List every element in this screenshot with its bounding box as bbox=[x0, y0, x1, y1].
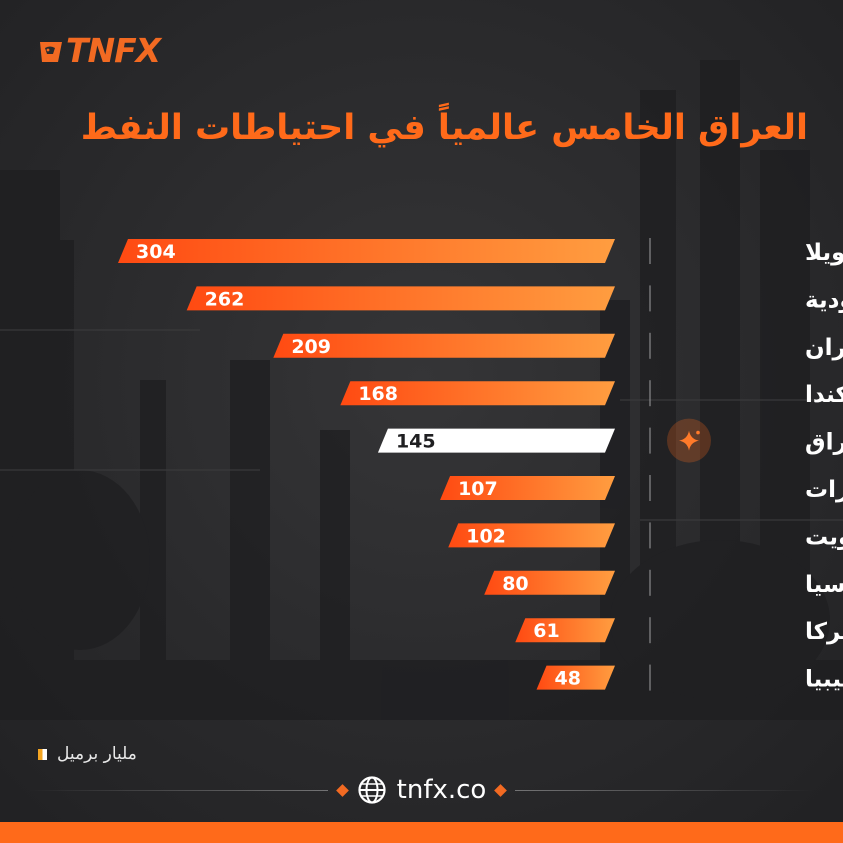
bar-value-label: 102 bbox=[466, 525, 506, 547]
category-label: كندا bbox=[805, 382, 843, 408]
bar bbox=[340, 381, 615, 406]
category-label: السعودية bbox=[805, 287, 843, 313]
bar bbox=[186, 286, 615, 311]
bar-value-label: 61 bbox=[533, 620, 559, 642]
page-title: العراق الخامس عالمياً في احتياطات النفط bbox=[80, 108, 808, 148]
bar bbox=[515, 618, 615, 643]
brand-logo: TNFX bbox=[38, 31, 161, 70]
bar bbox=[448, 523, 615, 548]
bottom-accent-bar bbox=[0, 822, 843, 843]
category-label: الإمارات bbox=[805, 477, 843, 503]
bull-logo-icon bbox=[40, 41, 62, 62]
divider-line-left bbox=[27, 789, 328, 791]
diamond-icon bbox=[335, 783, 349, 797]
category-label: روسيا bbox=[805, 572, 843, 598]
logo-text: TNFX bbox=[66, 31, 161, 70]
sparkle-icon bbox=[679, 430, 699, 451]
bar-value-label: 209 bbox=[291, 336, 331, 358]
bar bbox=[118, 239, 615, 263]
bar bbox=[536, 665, 615, 690]
divider-line-right bbox=[515, 789, 816, 791]
unit-swatch bbox=[38, 748, 47, 760]
sparkle-dot bbox=[696, 430, 700, 435]
globe-icon bbox=[358, 776, 386, 804]
bar bbox=[484, 570, 615, 595]
category-label: ليبيا bbox=[805, 667, 843, 693]
category-label: أميركا bbox=[805, 615, 843, 645]
category-label: فنزويلا bbox=[805, 240, 843, 266]
bar-value-label: 168 bbox=[358, 383, 398, 405]
unit-label: مليار برميل bbox=[57, 744, 137, 764]
bar bbox=[273, 333, 615, 358]
bar-value-label: 145 bbox=[396, 431, 436, 453]
category-label: العراق bbox=[805, 430, 843, 456]
unit-legend: مليار برميل bbox=[38, 744, 137, 764]
bar bbox=[440, 476, 615, 500]
bar-value-label: 107 bbox=[458, 478, 498, 500]
bar bbox=[377, 428, 615, 453]
website-footer: tnfx.co bbox=[0, 770, 843, 810]
category-label: الكويت bbox=[805, 524, 843, 550]
bar-value-label: 262 bbox=[205, 288, 245, 310]
website-link[interactable]: tnfx.co bbox=[396, 775, 487, 805]
diamond-icon bbox=[494, 783, 508, 797]
category-label: إيران bbox=[805, 335, 843, 361]
bar-value-label: 304 bbox=[136, 241, 176, 263]
bar-value-label: 48 bbox=[555, 668, 581, 690]
bar-value-label: 80 bbox=[502, 573, 528, 595]
